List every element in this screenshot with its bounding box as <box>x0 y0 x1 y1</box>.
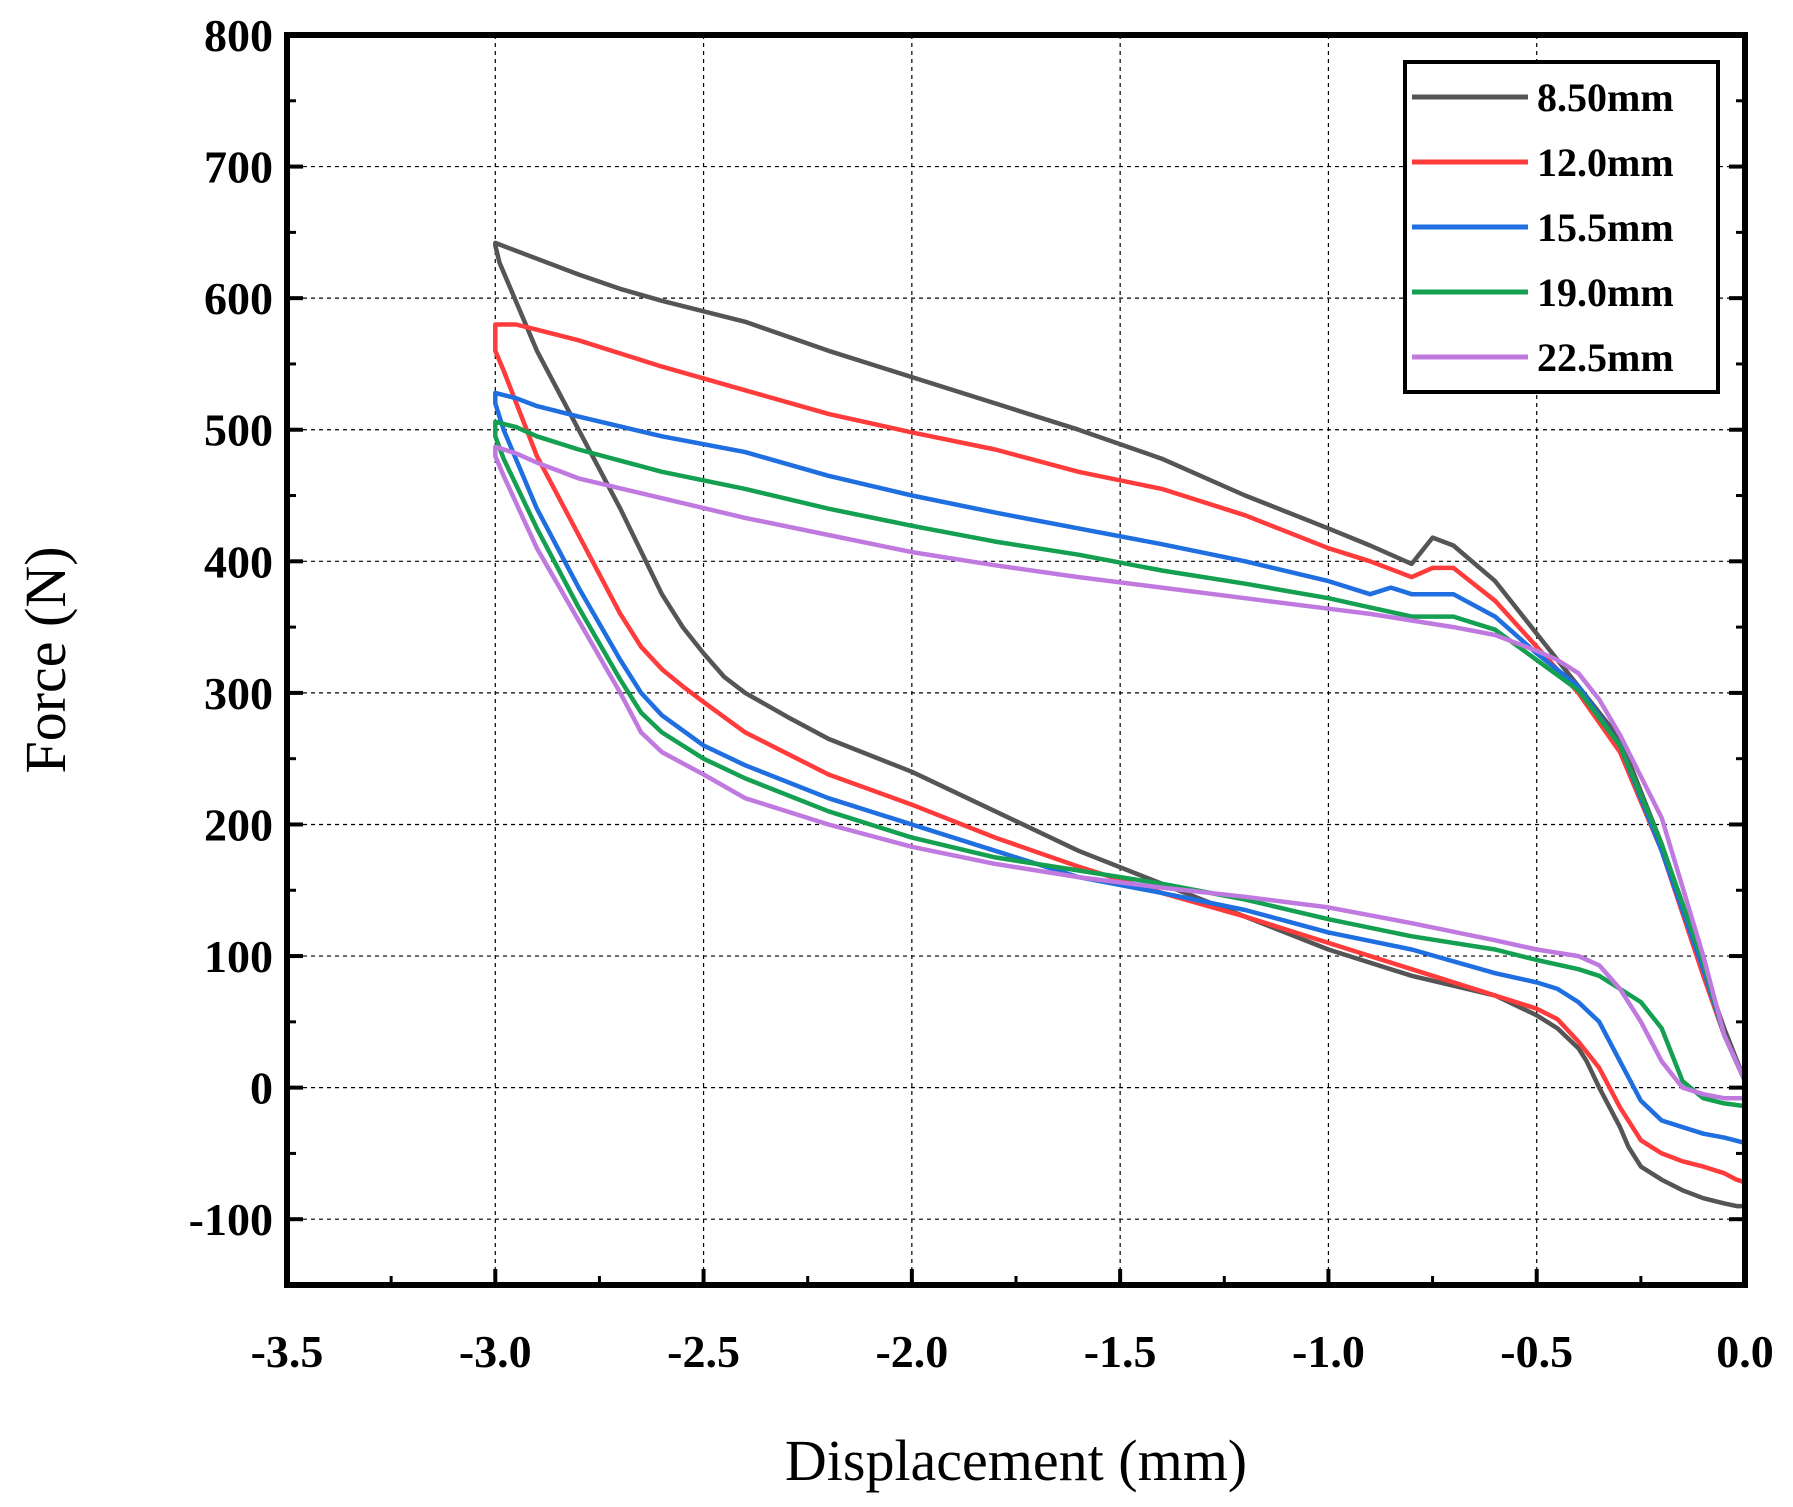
series-line-8.50mm <box>493 240 1748 1209</box>
legend-label: 12.0mm <box>1537 140 1674 185</box>
series-line-12.0mm <box>493 322 1748 1185</box>
x-tick-label: -3.5 <box>251 1326 324 1377</box>
series-line-15.5mm <box>493 390 1748 1146</box>
x-tick-label: -1.0 <box>1292 1326 1365 1377</box>
y-tick-labels: -100 0 100 200 300 400 500 600 700 800 <box>189 10 273 1245</box>
x-tick-label: -2.0 <box>875 1326 948 1377</box>
x-axis-title: Displacement (mm) <box>785 1428 1247 1493</box>
y-tick-label: 800 <box>204 10 273 61</box>
y-tick-label: 300 <box>204 668 273 719</box>
axis-ticks <box>285 33 1747 1285</box>
legend-label: 15.5mm <box>1537 205 1674 250</box>
x-tick-labels: -3.5 -3.0 -2.5 -2.0 -1.5 -1.0 -0.5 0.0 <box>251 1326 1774 1377</box>
y-tick-label: -100 <box>189 1194 273 1245</box>
y-tick-label: 600 <box>204 273 273 324</box>
legend-label: 8.50mm <box>1537 75 1674 120</box>
series-line-19.0mm <box>493 419 1748 1109</box>
y-tick-label: 200 <box>204 799 273 850</box>
x-tick-label: -3.0 <box>459 1326 532 1377</box>
y-tick-label: 400 <box>204 536 273 587</box>
series-lines <box>493 240 1748 1209</box>
x-tick-label: -0.5 <box>1500 1326 1573 1377</box>
y-tick-label: 0 <box>250 1063 273 1114</box>
y-tick-label: 100 <box>204 931 273 982</box>
legend: 8.50mm 12.0mm 15.5mm 19.0mm 22.5mm <box>1403 60 1720 394</box>
y-tick-label: 500 <box>204 405 273 456</box>
legend-label: 19.0mm <box>1537 270 1674 315</box>
series-line-22.5mm <box>493 444 1748 1101</box>
x-tick-label: 0.0 <box>1716 1326 1774 1377</box>
y-tick-label: 700 <box>204 142 273 193</box>
legend-label: 22.5mm <box>1537 335 1674 380</box>
x-tick-label: -1.5 <box>1084 1326 1157 1377</box>
y-axis-title: Force (N) <box>13 546 78 773</box>
x-tick-label: -2.5 <box>667 1326 740 1377</box>
